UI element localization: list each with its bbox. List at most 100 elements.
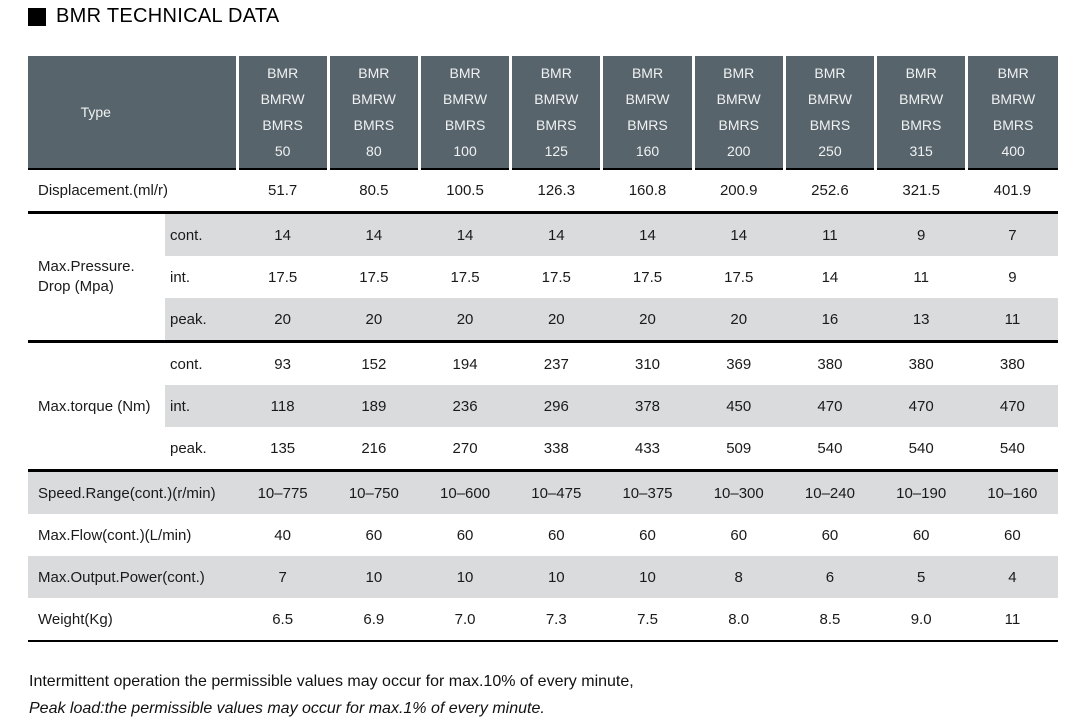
- footnotes: Intermittent operation the permissible v…: [29, 668, 634, 722]
- value-cell: 14: [237, 212, 329, 256]
- note-peak-load: Peak load:the permissible values may occ…: [29, 700, 545, 717]
- column-header-400: BMR BMRW BMRS 400: [966, 56, 1058, 170]
- value-cell: 540: [875, 427, 967, 472]
- value-cell: 10–600: [419, 470, 511, 514]
- value-cell: 93: [237, 341, 329, 385]
- value-cell: 20: [237, 298, 329, 343]
- note-intermittent: Intermittent operation the permissible v…: [29, 673, 634, 690]
- column-header-100: BMR BMRW BMRS 100: [419, 56, 513, 170]
- row-speed-range: Speed.Range(cont.)(r/min) 10–775 10–750 …: [28, 470, 1058, 514]
- value-cell: 380: [784, 341, 876, 385]
- value-cell: 11: [875, 256, 967, 298]
- value-cell: 16: [784, 298, 876, 343]
- value-cell: 470: [875, 385, 967, 427]
- value-cell: 17.5: [237, 256, 329, 298]
- value-cell: 237: [510, 341, 602, 385]
- value-cell: 14: [510, 212, 602, 256]
- row-label-max-flow: Max.Flow(cont.)(L/min): [28, 514, 238, 556]
- value-cell: 270: [419, 427, 511, 472]
- value-cell: 51.7: [237, 169, 329, 214]
- value-cell: 60: [875, 514, 967, 556]
- value-cell: 60: [966, 514, 1058, 556]
- row-label-output-power: Max.Output.Power(cont.): [28, 556, 238, 598]
- value-cell: 160.8: [601, 169, 694, 214]
- value-cell: 10–475: [510, 470, 602, 514]
- value-cell: 369: [693, 341, 785, 385]
- value-cell: 10–375: [601, 470, 694, 514]
- sub-row-label: cont.: [165, 341, 238, 385]
- value-cell: 9: [875, 212, 967, 256]
- value-cell: 380: [966, 341, 1058, 385]
- page-title-text: BMR TECHNICAL DATA: [56, 5, 280, 27]
- value-cell: 60: [328, 514, 420, 556]
- value-cell: 60: [419, 514, 511, 556]
- value-cell: 10: [601, 556, 694, 598]
- value-cell: 401.9: [966, 169, 1058, 214]
- row-label-weight: Weight(Kg): [28, 598, 238, 642]
- value-cell: 433: [601, 427, 694, 472]
- column-header-125: BMR BMRW BMRS 125: [510, 56, 604, 170]
- value-cell: 10: [510, 556, 602, 598]
- row-pressure-int: int. 17.5 17.5 17.5 17.5 17.5 17.5 14 11…: [28, 256, 1058, 298]
- value-cell: 9: [966, 256, 1058, 298]
- value-cell: 321.5: [875, 169, 967, 214]
- column-header-50: BMR BMRW BMRS 50: [237, 56, 330, 170]
- value-cell: 450: [693, 385, 785, 427]
- value-cell: 60: [601, 514, 694, 556]
- value-cell: 17.5: [693, 256, 785, 298]
- value-cell: 20: [510, 298, 602, 343]
- row-label-speed-range: Speed.Range(cont.)(r/min): [28, 470, 238, 514]
- value-cell: 7.5: [601, 598, 694, 642]
- technical-data-table: Type BMR BMRW BMRS 50 BMR BMRW BMRS 80 B…: [28, 56, 1058, 642]
- value-cell: 10–750: [328, 470, 420, 514]
- value-cell: 100.5: [419, 169, 511, 214]
- value-cell: 310: [601, 341, 694, 385]
- value-cell: 9.0: [875, 598, 967, 642]
- value-cell: 11: [966, 598, 1058, 642]
- value-cell: 17.5: [419, 256, 511, 298]
- value-cell: 40: [237, 514, 329, 556]
- value-cell: 252.6: [784, 169, 876, 214]
- value-cell: 296: [510, 385, 602, 427]
- value-cell: 20: [328, 298, 420, 343]
- sub-row-label: int.: [165, 385, 238, 427]
- value-cell: 8.0: [693, 598, 785, 642]
- value-cell: 540: [966, 427, 1058, 472]
- row-label-pressure: Max.Pressure. Drop (Mpa): [28, 212, 165, 343]
- value-cell: 13: [875, 298, 967, 343]
- value-cell: 60: [510, 514, 602, 556]
- value-cell: 10–190: [875, 470, 967, 514]
- column-header-160: BMR BMRW BMRS 160: [601, 56, 695, 170]
- value-cell: 14: [328, 212, 420, 256]
- row-torque-int: int. 118 189 236 296 378 450 470 470 470: [28, 385, 1058, 427]
- value-cell: 6: [784, 556, 876, 598]
- column-header-type: Type: [28, 56, 239, 170]
- value-cell: 10–300: [693, 470, 785, 514]
- value-cell: 118: [237, 385, 329, 427]
- value-cell: 60: [693, 514, 785, 556]
- column-header-200: BMR BMRW BMRS 200: [693, 56, 786, 170]
- value-cell: 14: [601, 212, 694, 256]
- value-cell: 11: [966, 298, 1058, 343]
- value-cell: 380: [875, 341, 967, 385]
- value-cell: 14: [693, 212, 785, 256]
- header-row: Type BMR BMRW BMRS 50 BMR BMRW BMRS 80 B…: [28, 56, 1058, 170]
- value-cell: 14: [784, 256, 876, 298]
- value-cell: 10–160: [966, 470, 1058, 514]
- value-cell: 10: [328, 556, 420, 598]
- value-cell: 7: [237, 556, 329, 598]
- column-header-315: BMR BMRW BMRS 315: [875, 56, 969, 170]
- value-cell: 152: [328, 341, 420, 385]
- value-cell: 470: [784, 385, 876, 427]
- value-cell: 7: [966, 212, 1058, 256]
- value-cell: 10: [419, 556, 511, 598]
- value-cell: 10–240: [784, 470, 876, 514]
- row-label-torque: Max.torque (Nm): [28, 341, 165, 472]
- sub-row-label: cont.: [165, 212, 238, 256]
- value-cell: 378: [601, 385, 694, 427]
- value-cell: 8: [693, 556, 785, 598]
- row-output-power: Max.Output.Power(cont.) 7 10 10 10 10 8 …: [28, 556, 1058, 598]
- value-cell: 20: [601, 298, 694, 343]
- value-cell: 17.5: [601, 256, 694, 298]
- value-cell: 4: [966, 556, 1058, 598]
